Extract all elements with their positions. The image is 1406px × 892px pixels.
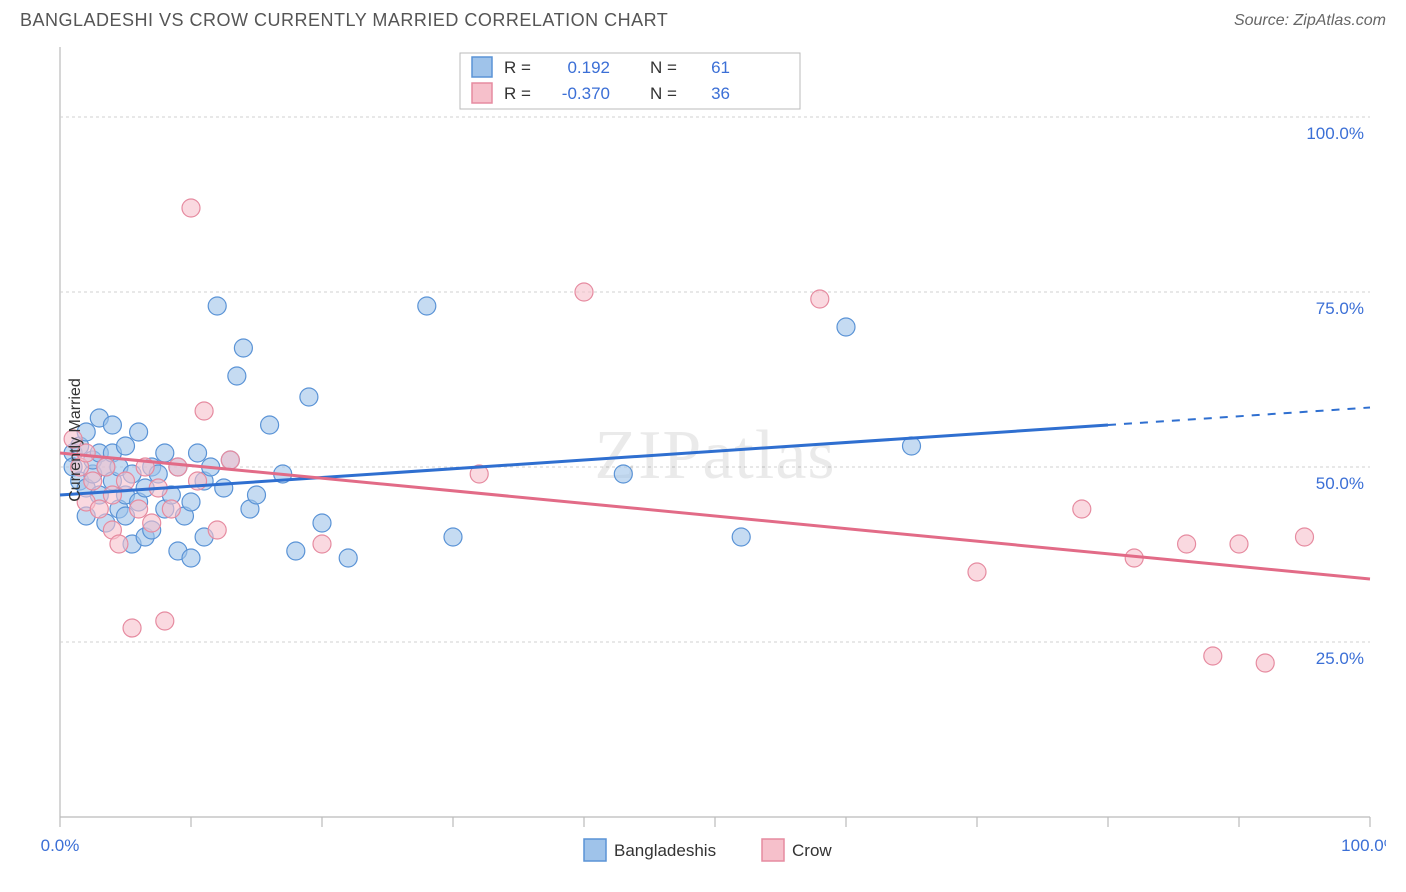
data-point [90, 500, 108, 518]
data-point [261, 416, 279, 434]
svg-text:25.0%: 25.0% [1316, 649, 1364, 668]
data-point [195, 402, 213, 420]
data-point [444, 528, 462, 546]
y-axis-label: Currently Married [67, 378, 85, 502]
data-point [189, 444, 207, 462]
data-point [732, 528, 750, 546]
chart-area: Currently Married 25.0% 50.0% 75.0% 100.0% 0… [20, 35, 1386, 845]
legend-swatch [472, 83, 492, 103]
data-point [234, 339, 252, 357]
data-point [208, 297, 226, 315]
data-point [968, 563, 986, 581]
svg-text:100.0%: 100.0% [1341, 836, 1386, 855]
svg-text:100.0%: 100.0% [1306, 124, 1364, 143]
data-point [103, 416, 121, 434]
data-point [313, 535, 331, 553]
data-point [143, 514, 161, 532]
chart-title: BANGLADESHI VS CROW CURRENTLY MARRIED CO… [20, 10, 668, 31]
svg-text:61: 61 [711, 58, 730, 77]
data-point [130, 500, 148, 518]
data-point [221, 451, 239, 469]
data-point [182, 493, 200, 511]
series-legend-label: Crow [792, 841, 832, 860]
data-point [339, 549, 357, 567]
svg-text:N =: N = [650, 58, 677, 77]
data-point [1230, 535, 1248, 553]
data-point [208, 521, 226, 539]
data-point [1073, 500, 1091, 518]
svg-text:0.0%: 0.0% [41, 836, 80, 855]
data-point [215, 479, 233, 497]
data-point [248, 486, 266, 504]
chart-source: Source: ZipAtlas.com [1234, 12, 1386, 30]
svg-text:N =: N = [650, 84, 677, 103]
data-point [97, 458, 115, 476]
data-point [1178, 535, 1196, 553]
data-point [130, 423, 148, 441]
series-legend-label: Bangladeshis [614, 841, 716, 860]
svg-text:-0.370: -0.370 [562, 84, 610, 103]
scatter-chart-svg: 25.0%50.0%75.0%100.0%0.0%100.0%ZIPatlasR… [20, 35, 1386, 875]
data-point [182, 199, 200, 217]
svg-text:R =: R = [504, 84, 531, 103]
data-point [418, 297, 436, 315]
data-point [182, 549, 200, 567]
data-point [837, 318, 855, 336]
data-point [84, 472, 102, 490]
data-point [156, 612, 174, 630]
data-point [575, 283, 593, 301]
data-point [103, 486, 121, 504]
data-point [1256, 654, 1274, 672]
trend-line-bangladeshis-dash [1108, 408, 1370, 426]
data-point [811, 290, 829, 308]
data-point [287, 542, 305, 560]
svg-text:75.0%: 75.0% [1316, 299, 1364, 318]
data-point [228, 367, 246, 385]
data-point [156, 444, 174, 462]
svg-text:0.192: 0.192 [567, 58, 610, 77]
legend-swatch [472, 57, 492, 77]
data-point [162, 500, 180, 518]
svg-text:R =: R = [504, 58, 531, 77]
svg-text:36: 36 [711, 84, 730, 103]
data-point [1296, 528, 1314, 546]
series-legend-swatch [762, 839, 784, 861]
data-point [117, 437, 135, 455]
series-legend-swatch [584, 839, 606, 861]
data-point [110, 535, 128, 553]
svg-text:50.0%: 50.0% [1316, 474, 1364, 493]
data-point [313, 514, 331, 532]
data-point [614, 465, 632, 483]
data-point [169, 458, 187, 476]
data-point [1204, 647, 1222, 665]
data-point [117, 472, 135, 490]
data-point [300, 388, 318, 406]
data-point [123, 619, 141, 637]
chart-header: BANGLADESHI VS CROW CURRENTLY MARRIED CO… [0, 0, 1406, 35]
